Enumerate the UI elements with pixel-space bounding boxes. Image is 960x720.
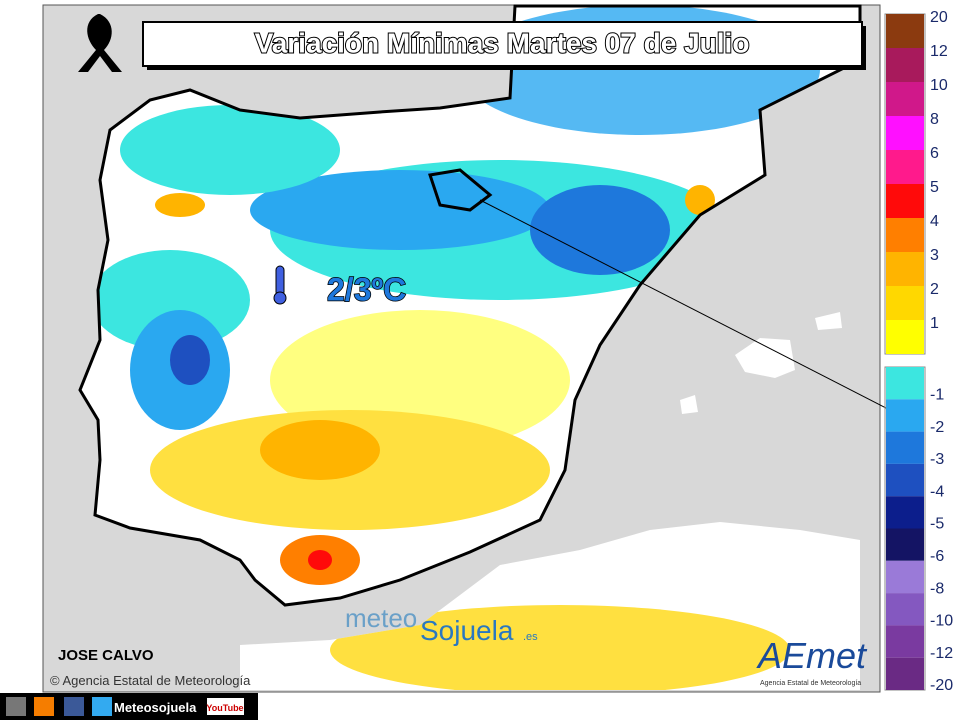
legend-swatch [886, 560, 924, 594]
legend-swatch [886, 463, 924, 497]
camera-icon[interactable] [6, 697, 26, 716]
legend-label: -1 [930, 387, 944, 404]
footer-site[interactable]: Meteosojuela [114, 700, 197, 715]
legend-label: -10 [930, 613, 953, 630]
thermometer-bulb [273, 291, 287, 305]
twitter-icon[interactable] [92, 697, 112, 716]
legend-label: 5 [930, 179, 939, 196]
legend-label: 12 [930, 43, 948, 60]
mourning-ribbon [78, 14, 122, 72]
legend-label: 8 [930, 111, 939, 128]
legend-label: -20 [930, 677, 953, 694]
legend-swatch [886, 528, 924, 561]
legend-swatch [886, 116, 924, 150]
legend-label: -8 [930, 580, 944, 597]
legend-swatch [886, 431, 924, 464]
logo-subtitle: Agencia Estatal de Meteorología [760, 680, 861, 687]
legend-swatch [886, 286, 924, 320]
pointer-line [479, 199, 891, 411]
legend-swatch [886, 150, 924, 184]
legend-label: 10 [930, 77, 948, 94]
legend-swatch [886, 218, 924, 252]
legend-label: 2 [930, 281, 939, 298]
legend-label: -6 [930, 548, 944, 565]
legend-swatch [886, 48, 924, 82]
facebook-icon[interactable] [64, 697, 84, 716]
legend-swatch [886, 82, 924, 116]
legend-label: -5 [930, 516, 944, 533]
youtube-icon[interactable] [207, 698, 244, 715]
legend-swatch [886, 496, 924, 529]
legend: 20 12 10 8 6 5 4 3 2 1 -1 -2 -3 -4 -5 -6 -8 -10 -12 -20 [884, 9, 953, 694]
legend-swatch [886, 184, 924, 218]
legend-swatch [886, 657, 924, 690]
title: Variación Mínimas Martes 07 de Julio [255, 27, 750, 58]
coastline [78, 4, 862, 607]
legend-label: 4 [930, 213, 939, 230]
title-box [142, 21, 863, 67]
legend-label: 3 [930, 247, 939, 264]
legend-swatch [886, 14, 924, 48]
watermark-es: .es [523, 631, 538, 643]
logo: AEmet [756, 635, 868, 676]
legend-swatch [886, 625, 924, 658]
blogger-icon[interactable] [34, 697, 54, 716]
author: JOSE CALVO [58, 647, 154, 664]
legend-label: -2 [930, 419, 944, 436]
legend-swatch [886, 593, 924, 626]
legend-label: -3 [930, 451, 944, 468]
legend-label: 20 [930, 9, 948, 26]
youtube-label[interactable]: YouTube [206, 703, 243, 713]
legend-swatch [886, 367, 924, 400]
annotation: 2/3ºC [327, 271, 406, 307]
legend-swatch [886, 252, 924, 286]
legend-label: -4 [930, 483, 944, 500]
watermark-sojuela: Sojuela [420, 615, 514, 646]
copyright: © Agencia Estatal de Meteorología [50, 673, 251, 688]
la-rioja-outline [428, 168, 493, 212]
watermark-meteo: meteo [345, 603, 417, 633]
legend-label: 6 [930, 145, 939, 162]
legend-label: -12 [930, 645, 953, 662]
legend-swatch [886, 320, 924, 354]
legend-label: 1 [930, 315, 939, 332]
legend-swatch [886, 399, 924, 432]
